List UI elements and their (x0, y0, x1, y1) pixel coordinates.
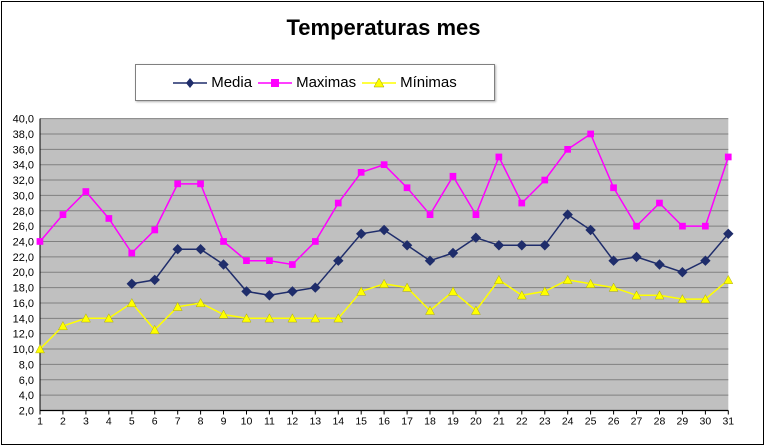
svg-text:24: 24 (562, 416, 574, 428)
svg-text:8: 8 (198, 416, 204, 428)
svg-text:19: 19 (447, 416, 459, 428)
svg-text:29: 29 (677, 416, 689, 428)
svg-text:9: 9 (221, 416, 227, 428)
svg-text:28,0: 28,0 (13, 206, 34, 218)
svg-text:30,0: 30,0 (13, 190, 34, 202)
svg-text:40,0: 40,0 (13, 114, 34, 126)
svg-text:6: 6 (152, 416, 158, 428)
svg-text:10,0: 10,0 (13, 344, 34, 356)
svg-text:34,0: 34,0 (13, 160, 34, 172)
svg-text:20,0: 20,0 (13, 267, 34, 279)
svg-text:12,0: 12,0 (13, 329, 34, 341)
svg-text:36,0: 36,0 (13, 144, 34, 156)
svg-text:12: 12 (287, 416, 299, 428)
svg-text:26,0: 26,0 (13, 221, 34, 233)
svg-text:21: 21 (493, 416, 505, 428)
svg-text:27: 27 (631, 416, 643, 428)
svg-text:28: 28 (654, 416, 666, 428)
svg-text:16: 16 (378, 416, 390, 428)
svg-text:6,0: 6,0 (19, 375, 34, 387)
svg-text:5: 5 (129, 416, 135, 428)
svg-text:26: 26 (608, 416, 620, 428)
svg-text:8,0: 8,0 (19, 359, 34, 371)
svg-text:32,0: 32,0 (13, 175, 34, 187)
svg-text:17: 17 (401, 416, 413, 428)
svg-text:11: 11 (264, 416, 275, 428)
svg-text:16,0: 16,0 (13, 298, 34, 310)
svg-text:2: 2 (60, 416, 66, 428)
svg-text:14: 14 (332, 416, 344, 428)
svg-text:18,0: 18,0 (13, 283, 34, 295)
svg-text:2,0: 2,0 (19, 406, 34, 418)
svg-text:20: 20 (470, 416, 482, 428)
svg-text:7: 7 (175, 416, 181, 428)
svg-text:23: 23 (539, 416, 551, 428)
svg-text:1: 1 (37, 416, 43, 428)
svg-text:14,0: 14,0 (13, 313, 34, 325)
svg-text:25: 25 (585, 416, 597, 428)
svg-text:38,0: 38,0 (13, 129, 34, 141)
svg-text:15: 15 (355, 416, 367, 428)
svg-text:22: 22 (516, 416, 528, 428)
svg-text:10: 10 (241, 416, 253, 428)
svg-text:24,0: 24,0 (13, 237, 34, 249)
svg-text:13: 13 (309, 416, 321, 428)
svg-text:4,0: 4,0 (19, 390, 34, 402)
svg-text:4: 4 (106, 416, 112, 428)
svg-text:30: 30 (700, 416, 712, 428)
svg-text:22,0: 22,0 (13, 252, 34, 264)
svg-text:31: 31 (722, 416, 734, 428)
svg-text:18: 18 (424, 416, 436, 428)
svg-text:3: 3 (83, 416, 89, 428)
